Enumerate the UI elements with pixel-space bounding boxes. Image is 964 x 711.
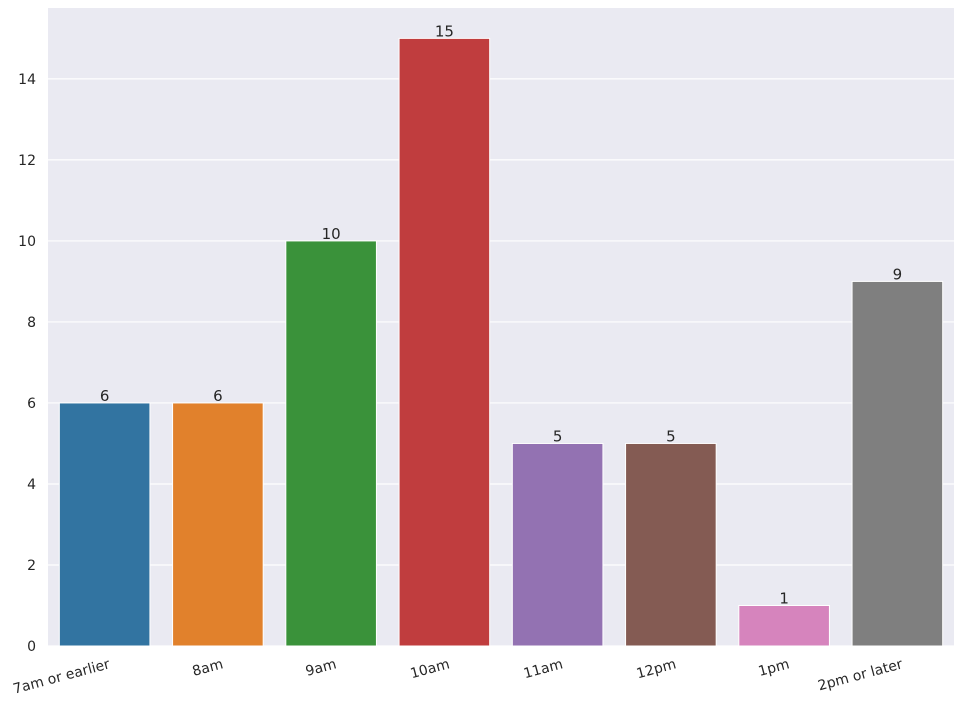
bar xyxy=(398,37,491,647)
y-tick-label: 12 xyxy=(18,153,36,169)
y-tick-label: 4 xyxy=(27,477,36,493)
bar-value-label: 5 xyxy=(553,427,563,445)
x-tick-label: 2pm or later xyxy=(816,656,904,694)
y-tick-label: 2 xyxy=(27,558,36,574)
y-tick-label: 6 xyxy=(27,396,36,412)
data-labels: 6 6 10 15 5 5 1 9 xyxy=(100,22,902,607)
y-tick-label: 10 xyxy=(18,234,36,250)
bar xyxy=(172,402,264,647)
y-tick-label: 0 xyxy=(27,639,36,655)
bar-value-label: 6 xyxy=(213,387,223,405)
bar xyxy=(851,280,944,647)
bar-value-label: 15 xyxy=(435,22,454,40)
x-tick-label: 8am xyxy=(191,656,225,680)
y-axis-ticks: 0 2 4 6 8 10 12 14 xyxy=(18,72,36,655)
y-tick-label: 14 xyxy=(18,72,36,88)
bar xyxy=(285,240,377,647)
x-tick-label: 12pm xyxy=(635,656,678,682)
x-tick-label: 7am or earlier xyxy=(11,656,111,697)
x-tick-label: 1pm xyxy=(757,656,792,680)
bar-value-label: 1 xyxy=(779,589,789,607)
x-tick-label: 9am xyxy=(304,656,338,680)
bar-value-label: 6 xyxy=(100,387,110,405)
bar xyxy=(58,402,151,647)
x-tick-label: 11am xyxy=(522,656,565,682)
y-tick-label: 8 xyxy=(27,315,36,331)
bar-value-label: 9 xyxy=(893,265,903,283)
x-tick-label: 10am xyxy=(409,656,452,682)
bar xyxy=(625,442,717,647)
bar-value-label: 5 xyxy=(666,427,676,445)
bar-value-label: 10 xyxy=(322,225,341,243)
bar xyxy=(511,442,604,647)
bars xyxy=(58,37,944,647)
x-axis-ticks: 7am or earlier 8am 9am 10am 11am 12pm 1pm 2pm o… xyxy=(11,656,904,697)
bar xyxy=(738,604,830,647)
